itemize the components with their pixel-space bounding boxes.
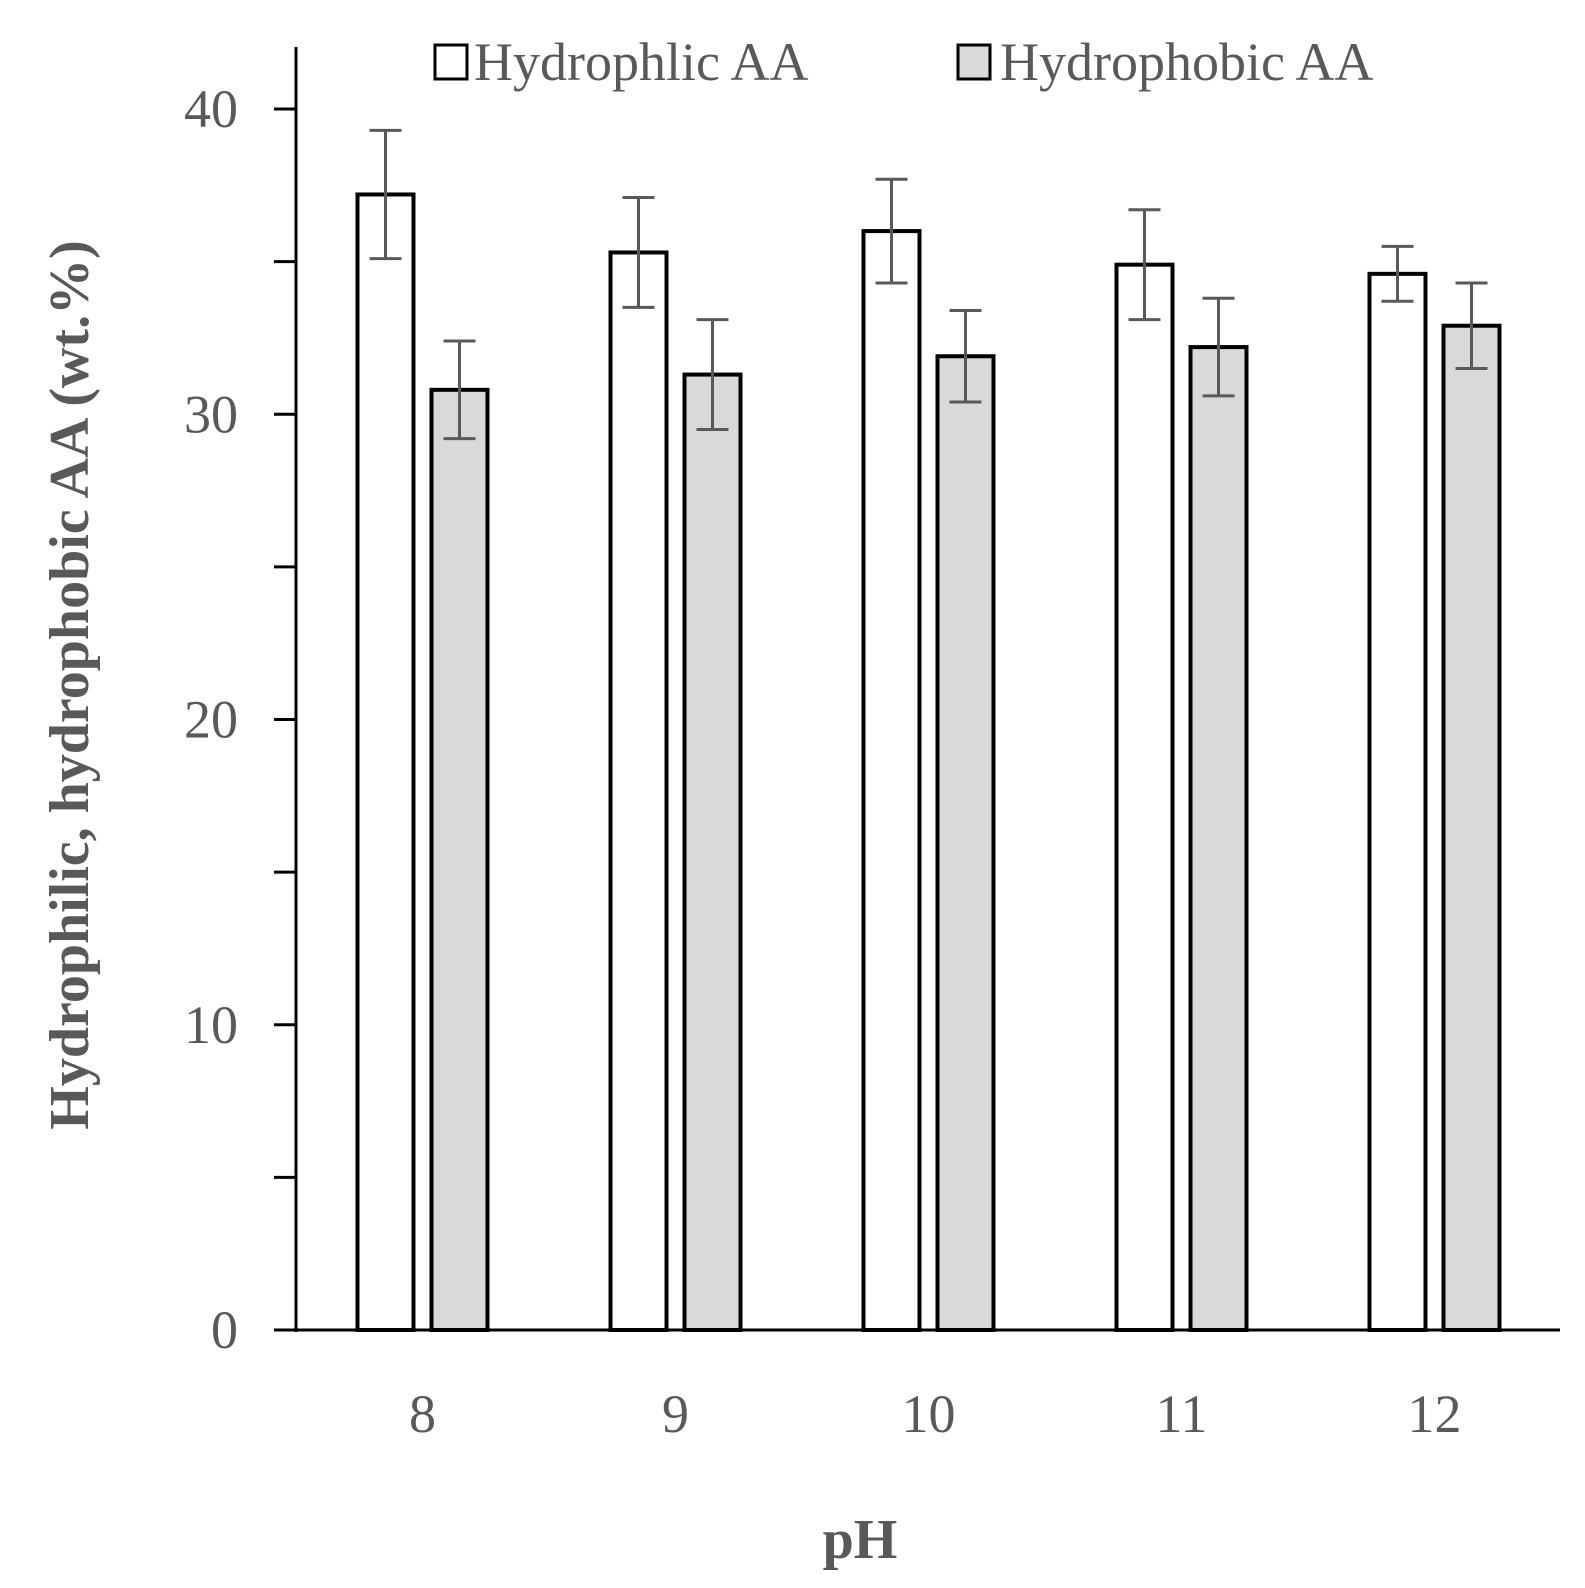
bar-hydrophilic-ph-11: [1114, 262, 1175, 1332]
bar-hydrophilic-ph-8: [355, 192, 416, 1333]
error-bar-hydrophilic-ph-12: [1381, 244, 1414, 303]
legend-item-hydrophobic: Hydrophobic AA: [956, 32, 1373, 92]
error-bar-hydrophilic-ph-8: [369, 128, 402, 261]
x-tick-label-11: 11: [1156, 1384, 1208, 1444]
y-tick-label-0: 0: [211, 1300, 238, 1360]
legend-swatch-hydrophobic: [956, 43, 992, 81]
error-bars-layer: [369, 128, 1488, 441]
y-axis-title: Hydrophilic, hydrophobic AA (wt.%): [39, 240, 101, 1129]
bar-hydrophobic-ph-10: [935, 354, 996, 1332]
bar-hydrophobic-ph-11: [1188, 345, 1249, 1333]
x-tick-label-12: 12: [1408, 1384, 1462, 1444]
y-tick-label-20: 20: [184, 690, 238, 750]
bars-layer: [355, 192, 1502, 1333]
y-tick-label-40: 40: [184, 79, 238, 139]
y-tick-label-30: 30: [184, 384, 238, 444]
x-tick-label-10: 10: [902, 1384, 956, 1444]
y-tick-label-10: 10: [184, 995, 238, 1055]
bar-hydrophobic-ph-8: [429, 387, 490, 1332]
error-bar-hydrophobic-ph-12: [1455, 281, 1488, 370]
legend-label-hydrophobic: Hydrophobic AA: [1000, 32, 1373, 92]
bar-hydrophilic-ph-12: [1367, 271, 1428, 1333]
bar-hydrophilic-ph-10: [861, 229, 922, 1333]
legend-swatch-hydrophilic: [433, 43, 469, 81]
axes-layer: [274, 47, 1560, 1332]
error-bar-hydrophobic-ph-8: [443, 339, 476, 441]
error-bar-hydrophobic-ph-10: [949, 308, 982, 404]
x-tick-label-8: 8: [409, 1384, 436, 1444]
legend: Hydrophlic AA Hydrophobic AA: [433, 32, 1373, 92]
error-bar-hydrophilic-ph-9: [622, 196, 655, 309]
x-axis-title: pH: [823, 1509, 898, 1571]
bar-hydrophobic-ph-9: [682, 372, 743, 1332]
legend-item-hydrophilic: Hydrophlic AA: [433, 32, 808, 92]
bar-hydrophilic-ph-9: [608, 250, 669, 1332]
tick-labels-layer: 8 9 10 11 12 0 10 20 30 40: [184, 79, 1462, 1444]
error-bar-hydrophilic-ph-10: [875, 177, 908, 285]
error-bar-hydrophobic-ph-11: [1202, 296, 1235, 398]
x-tick-label-9: 9: [662, 1384, 689, 1444]
legend-label-hydrophilic: Hydrophlic AA: [474, 32, 808, 92]
bar-hydrophobic-ph-12: [1441, 323, 1502, 1333]
error-bar-hydrophobic-ph-9: [696, 318, 729, 432]
error-bar-hydrophilic-ph-11: [1128, 208, 1161, 322]
